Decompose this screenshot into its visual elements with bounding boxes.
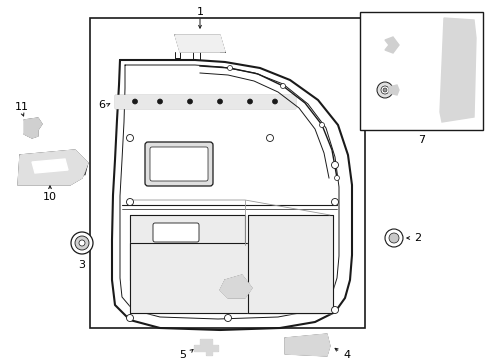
Text: 10: 10 [43, 192, 57, 202]
Circle shape [319, 122, 324, 127]
Text: 7: 7 [418, 135, 425, 145]
Polygon shape [388, 85, 398, 95]
Circle shape [266, 135, 273, 141]
Polygon shape [194, 339, 218, 355]
Circle shape [71, 232, 93, 254]
Bar [90, 18, 364, 328]
Circle shape [217, 99, 222, 104]
Polygon shape [18, 150, 88, 185]
Polygon shape [130, 215, 244, 280]
Circle shape [247, 99, 252, 104]
Polygon shape [24, 118, 42, 138]
Polygon shape [247, 215, 332, 313]
FancyBboxPatch shape [153, 223, 199, 242]
Circle shape [224, 315, 231, 321]
FancyBboxPatch shape [145, 142, 213, 186]
Circle shape [132, 99, 137, 104]
Bar [359, 12, 482, 130]
Circle shape [187, 99, 192, 104]
Text: 1: 1 [196, 7, 203, 17]
Circle shape [388, 233, 398, 243]
Polygon shape [285, 334, 329, 356]
Polygon shape [220, 275, 251, 298]
Circle shape [280, 84, 285, 89]
Circle shape [382, 88, 386, 92]
Text: 6: 6 [98, 100, 105, 110]
Circle shape [331, 198, 338, 206]
Text: 3: 3 [79, 260, 85, 270]
Circle shape [126, 135, 133, 141]
Circle shape [272, 99, 277, 104]
Circle shape [79, 240, 85, 246]
Circle shape [157, 99, 162, 104]
Text: 5: 5 [179, 350, 186, 360]
Polygon shape [439, 18, 475, 122]
Text: 4: 4 [343, 350, 350, 360]
Text: 8: 8 [368, 40, 376, 50]
Circle shape [331, 162, 338, 168]
Circle shape [331, 306, 338, 314]
Circle shape [384, 229, 402, 247]
Circle shape [334, 175, 339, 180]
Polygon shape [32, 159, 68, 173]
Circle shape [126, 198, 133, 206]
Polygon shape [115, 95, 294, 108]
Circle shape [126, 315, 133, 321]
Circle shape [227, 66, 232, 71]
Circle shape [376, 82, 392, 98]
Circle shape [380, 86, 388, 94]
Polygon shape [384, 37, 398, 53]
Text: 11: 11 [15, 102, 29, 112]
FancyBboxPatch shape [150, 147, 207, 181]
Polygon shape [175, 35, 224, 52]
Text: 2: 2 [414, 233, 421, 243]
Circle shape [75, 236, 89, 250]
Text: 9: 9 [368, 85, 376, 95]
Polygon shape [130, 243, 325, 313]
